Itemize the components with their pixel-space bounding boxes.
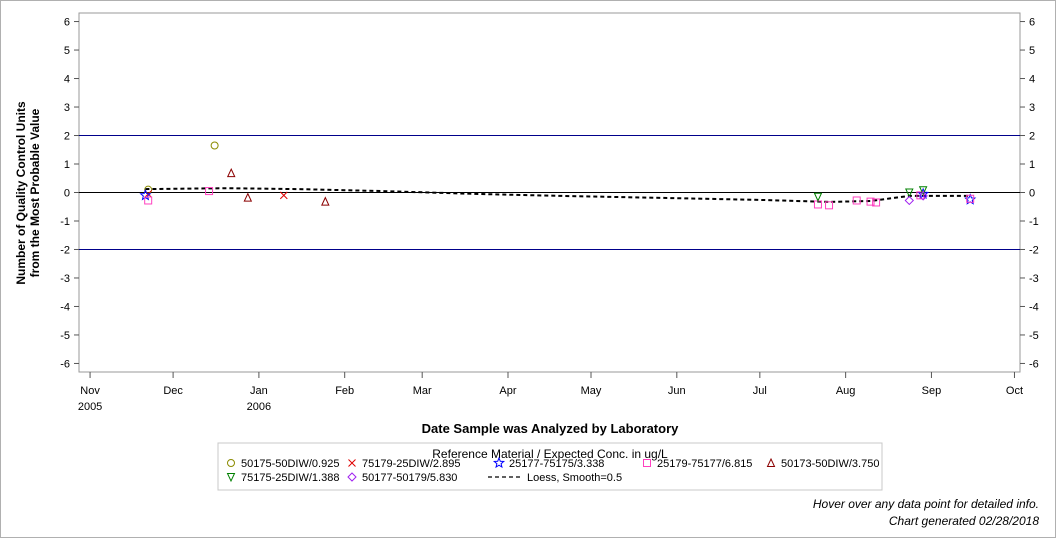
x-tick-label: Nov [80, 385, 100, 397]
y-axis-label-line2: from the Most Probable Value [28, 108, 42, 277]
y-tick-label-left: 4 [64, 74, 70, 86]
y-tick-label-right: -3 [1029, 273, 1039, 285]
y-tick-label-right: 6 [1029, 17, 1035, 29]
x-tick-year-label: 2005 [78, 401, 102, 413]
y-axis-label-line1: Number of Quality Control Units [14, 101, 28, 285]
y-tick-label-left: 0 [64, 188, 70, 200]
x-tick-label: Jun [668, 385, 686, 397]
legend-label-50177-50179-5-830: 50177-50179/5.830 [362, 472, 457, 484]
data-point-25179-75177-6-815[interactable] [916, 191, 925, 200]
y-tick-label-left: -6 [60, 358, 70, 370]
y-tick-label-left: 5 [64, 45, 70, 57]
y-tick-label-left: -5 [60, 330, 70, 342]
y-tick-label-left: 1 [64, 159, 70, 171]
y-tick-label-right: 3 [1029, 102, 1035, 114]
y-tick-label-right: -2 [1029, 244, 1039, 256]
legend-label-50173-50diw-3-750: 50173-50DIW/3.750 [781, 458, 879, 470]
x-tick-year-label: 2006 [247, 401, 271, 413]
data-point-25179-75177-6-815[interactable] [872, 198, 881, 207]
y-tick-label-right: 0 [1029, 188, 1035, 200]
data-point-25179-75177-6-815[interactable] [852, 196, 861, 205]
data-point-50173-50diw-3-750[interactable] [321, 196, 330, 206]
data-point-50175-50diw-0-925[interactable] [144, 185, 153, 194]
data-point-25179-75177-6-815[interactable] [144, 196, 153, 205]
x-tick-label: Jul [753, 385, 767, 397]
x-axis-label: Date Sample was Analyzed by Laboratory [422, 421, 679, 436]
legend-swatch-50173-50diw-3-750 [766, 457, 776, 467]
y-tick-label-left: -3 [60, 273, 70, 285]
x-tick-label: Dec [163, 385, 183, 397]
y-tick-label-right: 4 [1029, 74, 1035, 86]
x-tick-label: Feb [335, 385, 354, 397]
legend-swatch-75175-25diw-1-388 [226, 473, 236, 483]
legend-swatch-25179-75177-6-815 [643, 459, 651, 467]
legend-label-loess: Loess, Smooth=0.5 [527, 472, 622, 484]
data-point-50177-50179-5-830[interactable] [918, 191, 928, 201]
y-tick-label-right: 1 [1029, 159, 1035, 171]
legend-label-75175-25diw-1-388: 75175-25DIW/1.388 [241, 472, 339, 484]
y-tick-label-left: 6 [64, 17, 70, 29]
data-point-50173-50diw-3-750[interactable] [243, 192, 253, 202]
data-point-25179-75177-6-815[interactable] [866, 197, 875, 206]
legend-label-25177-75175-3-338: 25177-75175/3.338 [509, 458, 604, 470]
x-tick-label: Mar [413, 385, 432, 397]
data-point-25179-75177-6-815[interactable] [966, 194, 975, 203]
legend-label-50175-50diw-0-925: 50175-50DIW/0.925 [241, 458, 339, 470]
x-tick-label: Apr [499, 385, 516, 397]
generated-note: Chart generated 02/28/2018 [888, 514, 1039, 528]
legend: Reference Material / Expected Conc. in u… [217, 442, 883, 491]
data-point-75175-25diw-1-388[interactable] [918, 186, 928, 196]
legend-swatch-25177-75175-3-338 [492, 456, 506, 469]
y-tick-label-right: -4 [1029, 301, 1039, 313]
legend-label-25179-75177-6-815: 25179-75177/6.815 [657, 458, 752, 470]
data-point-75175-25diw-1-388[interactable] [813, 192, 823, 202]
loess-smooth-line [145, 187, 971, 203]
data-point-50173-50diw-3-750[interactable] [226, 167, 236, 178]
y-tick-label-right: -6 [1029, 358, 1039, 370]
y-tick-label-left: -1 [60, 216, 70, 228]
x-tick-label: Jan [250, 385, 268, 397]
data-point-75175-25diw-1-388[interactable] [905, 188, 914, 198]
y-tick-label-right: 5 [1029, 45, 1035, 57]
legend-label-75179-25diw-2-895: 75179-25DIW/2.895 [362, 458, 460, 470]
legend-swatch-50177-50179-5-830 [347, 472, 357, 482]
y-tick-label-left: -2 [60, 244, 70, 256]
y-tick-label-right: 2 [1029, 131, 1035, 143]
legend-title: Reference Material / Expected Conc. in u… [432, 447, 668, 461]
data-point-25179-75177-6-815[interactable] [825, 201, 834, 210]
legend-swatch-75179-25diw-2-895 [348, 459, 356, 467]
y-tick-label-left: 3 [64, 102, 70, 114]
data-point-50177-50179-5-830[interactable] [904, 195, 915, 206]
y-tick-label-right: -1 [1029, 216, 1039, 228]
x-tick-label: Aug [836, 385, 856, 397]
data-point-50175-50diw-0-925[interactable] [210, 141, 219, 150]
x-tick-label: May [581, 385, 602, 397]
y-tick-label-right: -5 [1029, 330, 1039, 342]
data-point-25177-75175-3-338[interactable] [139, 189, 152, 201]
hover-note: Hover over any data point for detailed i… [812, 497, 1039, 511]
data-point-25179-75177-6-815[interactable] [205, 187, 214, 196]
y-tick-label-left: -4 [60, 301, 70, 313]
legend-swatch-50175-50diw-0-925 [227, 459, 235, 467]
x-tick-label: Oct [1006, 385, 1023, 397]
data-point-75179-25diw-2-895[interactable] [279, 191, 288, 200]
x-tick-label: Sep [922, 385, 942, 397]
y-tick-label-left: 2 [64, 131, 70, 143]
